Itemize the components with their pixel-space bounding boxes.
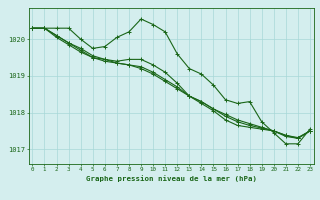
X-axis label: Graphe pression niveau de la mer (hPa): Graphe pression niveau de la mer (hPa): [86, 175, 257, 182]
